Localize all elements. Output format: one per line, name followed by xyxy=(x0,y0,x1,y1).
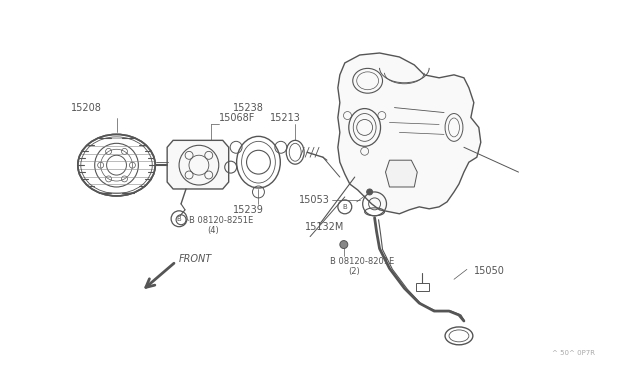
Text: 15238: 15238 xyxy=(233,103,264,113)
Text: 15213: 15213 xyxy=(270,112,301,122)
Polygon shape xyxy=(338,53,481,214)
Text: 15132M: 15132M xyxy=(305,222,344,232)
Text: (4): (4) xyxy=(207,226,219,235)
Text: B 08120-8201E: B 08120-8201E xyxy=(330,257,394,266)
Text: 15053: 15053 xyxy=(299,195,330,205)
Polygon shape xyxy=(385,160,417,187)
Text: B: B xyxy=(342,204,347,210)
Text: (2): (2) xyxy=(348,267,360,276)
Text: 15068F: 15068F xyxy=(219,112,255,122)
Text: B: B xyxy=(177,216,181,222)
Text: 15208: 15208 xyxy=(71,103,102,113)
Text: FRONT: FRONT xyxy=(179,254,212,264)
Polygon shape xyxy=(167,140,228,189)
Text: B 08120-8251E: B 08120-8251E xyxy=(189,216,253,225)
Text: 15050: 15050 xyxy=(474,266,505,276)
Text: ^ 50^ 0P7R: ^ 50^ 0P7R xyxy=(552,350,595,356)
Circle shape xyxy=(340,241,348,248)
Text: 15239: 15239 xyxy=(233,205,264,215)
Circle shape xyxy=(367,189,372,195)
